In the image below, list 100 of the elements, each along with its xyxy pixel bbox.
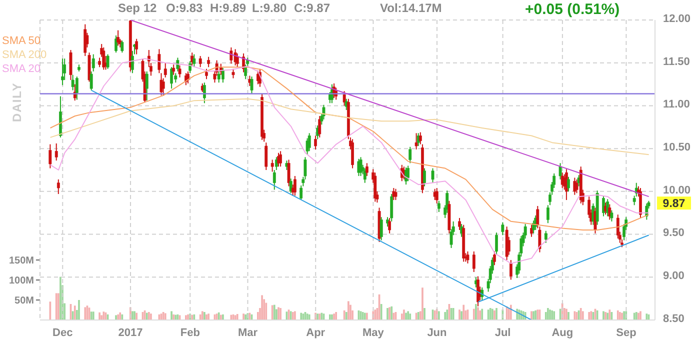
candlestick — [114, 34, 118, 54]
candlestick — [71, 74, 74, 91]
x-tick-label: 2017 — [118, 326, 143, 339]
candlestick — [458, 218, 461, 230]
x-tick-label: May — [362, 326, 385, 339]
candlestick — [530, 224, 533, 238]
candlestick — [92, 54, 95, 72]
candlestick — [472, 250, 476, 272]
candlestick — [178, 64, 182, 78]
candlestick — [342, 90, 346, 106]
candlestick — [560, 172, 564, 188]
candlestick — [435, 188, 438, 204]
candlestick — [158, 48, 161, 74]
candlestick — [176, 57, 180, 72]
candlestick — [84, 24, 87, 56]
y-tick-label: 10.00 — [663, 184, 691, 196]
candlestick — [270, 159, 274, 172]
candlestick — [236, 52, 239, 68]
candlestick — [567, 176, 570, 192]
y2-tick-label: 150M — [8, 256, 34, 267]
candlestick — [293, 176, 296, 196]
candlestick — [135, 38, 138, 55]
candlestick — [172, 64, 176, 76]
candlestick — [351, 138, 354, 169]
y-tick-label: 11.00 — [663, 98, 690, 111]
candlestick — [608, 204, 612, 220]
candlestick — [495, 232, 498, 256]
candlestick — [192, 54, 196, 68]
candlestick — [230, 46, 233, 64]
y2-tick-label: 100M — [8, 276, 34, 287]
candlestick — [394, 188, 398, 200]
y-tick-label: 11.50 — [663, 56, 690, 68]
y-tick-label: 9.50 — [663, 227, 684, 240]
candlestick — [207, 56, 210, 68]
candlestick — [418, 132, 422, 145]
candlestick — [318, 116, 322, 138]
candlestick — [54, 142, 58, 162]
candlestick — [416, 132, 420, 146]
candlestick — [380, 216, 383, 241]
text: O:9.83 — [166, 1, 203, 15]
candlestick — [160, 72, 163, 96]
candlestick — [437, 200, 440, 212]
candlestick — [75, 76, 78, 100]
y-tick-label: 9.00 — [663, 270, 684, 282]
candlestick — [198, 56, 202, 68]
candlestick — [509, 260, 512, 280]
line-series — [50, 98, 650, 156]
candlestick — [279, 150, 282, 168]
candlestick — [217, 70, 220, 84]
candlestick — [106, 54, 110, 70]
y-tick-label: 10.50 — [663, 141, 691, 154]
x-tick-label: Jun — [427, 326, 448, 339]
x-tick-label: Feb — [180, 326, 200, 339]
text: Sep 12 — [118, 1, 157, 15]
candlestick — [374, 172, 377, 202]
annotation: 9.87 — [662, 198, 686, 210]
candlestick — [602, 195, 605, 217]
candlestick — [406, 165, 410, 182]
candlestick — [289, 178, 292, 194]
x-tick-label: Apr — [306, 326, 326, 339]
candlestick — [390, 194, 394, 222]
candlestick — [250, 76, 254, 94]
candlestick — [314, 135, 317, 150]
text: SMA 200 — [2, 48, 47, 62]
candlestick — [359, 156, 362, 176]
text: SMA 50 — [2, 34, 42, 48]
candlestick — [174, 72, 178, 84]
candlestick — [365, 162, 368, 176]
candlestick — [69, 50, 72, 80]
text: SMA 20 — [2, 62, 42, 76]
candlestick — [431, 168, 434, 184]
candlestick — [190, 52, 194, 66]
candlestick — [186, 70, 190, 84]
text: L:9.80 — [252, 1, 287, 15]
candlestick — [501, 222, 504, 236]
candlestick — [56, 178, 60, 194]
candlestick — [639, 188, 642, 218]
candlestick — [423, 168, 426, 187]
candlestick — [616, 214, 620, 240]
x-tick-label: Aug — [552, 326, 574, 339]
y-tick-label: 8.50 — [663, 312, 684, 325]
candlestick — [610, 210, 614, 222]
candlestick — [493, 250, 496, 266]
x-tick-label: Mar — [238, 326, 258, 339]
text: C:9.87 — [294, 1, 330, 15]
y-tick-label: 12.00 — [663, 12, 691, 25]
y2-tick-label: 50M — [14, 296, 34, 307]
candlestick — [558, 162, 562, 180]
candlestick — [61, 58, 64, 86]
candlestick — [544, 230, 548, 244]
text: Vol:14.17M — [380, 1, 442, 15]
candlestick — [102, 46, 106, 70]
text: H:9.89 — [210, 1, 246, 15]
candlestick — [205, 68, 208, 80]
x-tick-label: Jul — [494, 326, 511, 339]
candlestick — [232, 68, 235, 79]
x-tick-label: Dec — [52, 326, 73, 339]
candlestick — [344, 98, 348, 110]
candlestick — [308, 132, 311, 152]
candlestick — [145, 70, 148, 102]
